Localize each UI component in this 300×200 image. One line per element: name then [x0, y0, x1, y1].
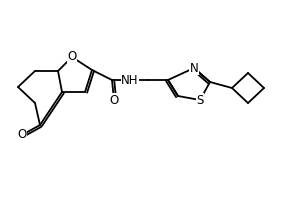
Text: NH: NH — [121, 73, 139, 86]
Text: O: O — [17, 129, 27, 142]
Text: O: O — [68, 50, 76, 64]
Text: O: O — [110, 94, 118, 106]
Text: N: N — [190, 62, 198, 74]
Text: S: S — [196, 94, 204, 106]
